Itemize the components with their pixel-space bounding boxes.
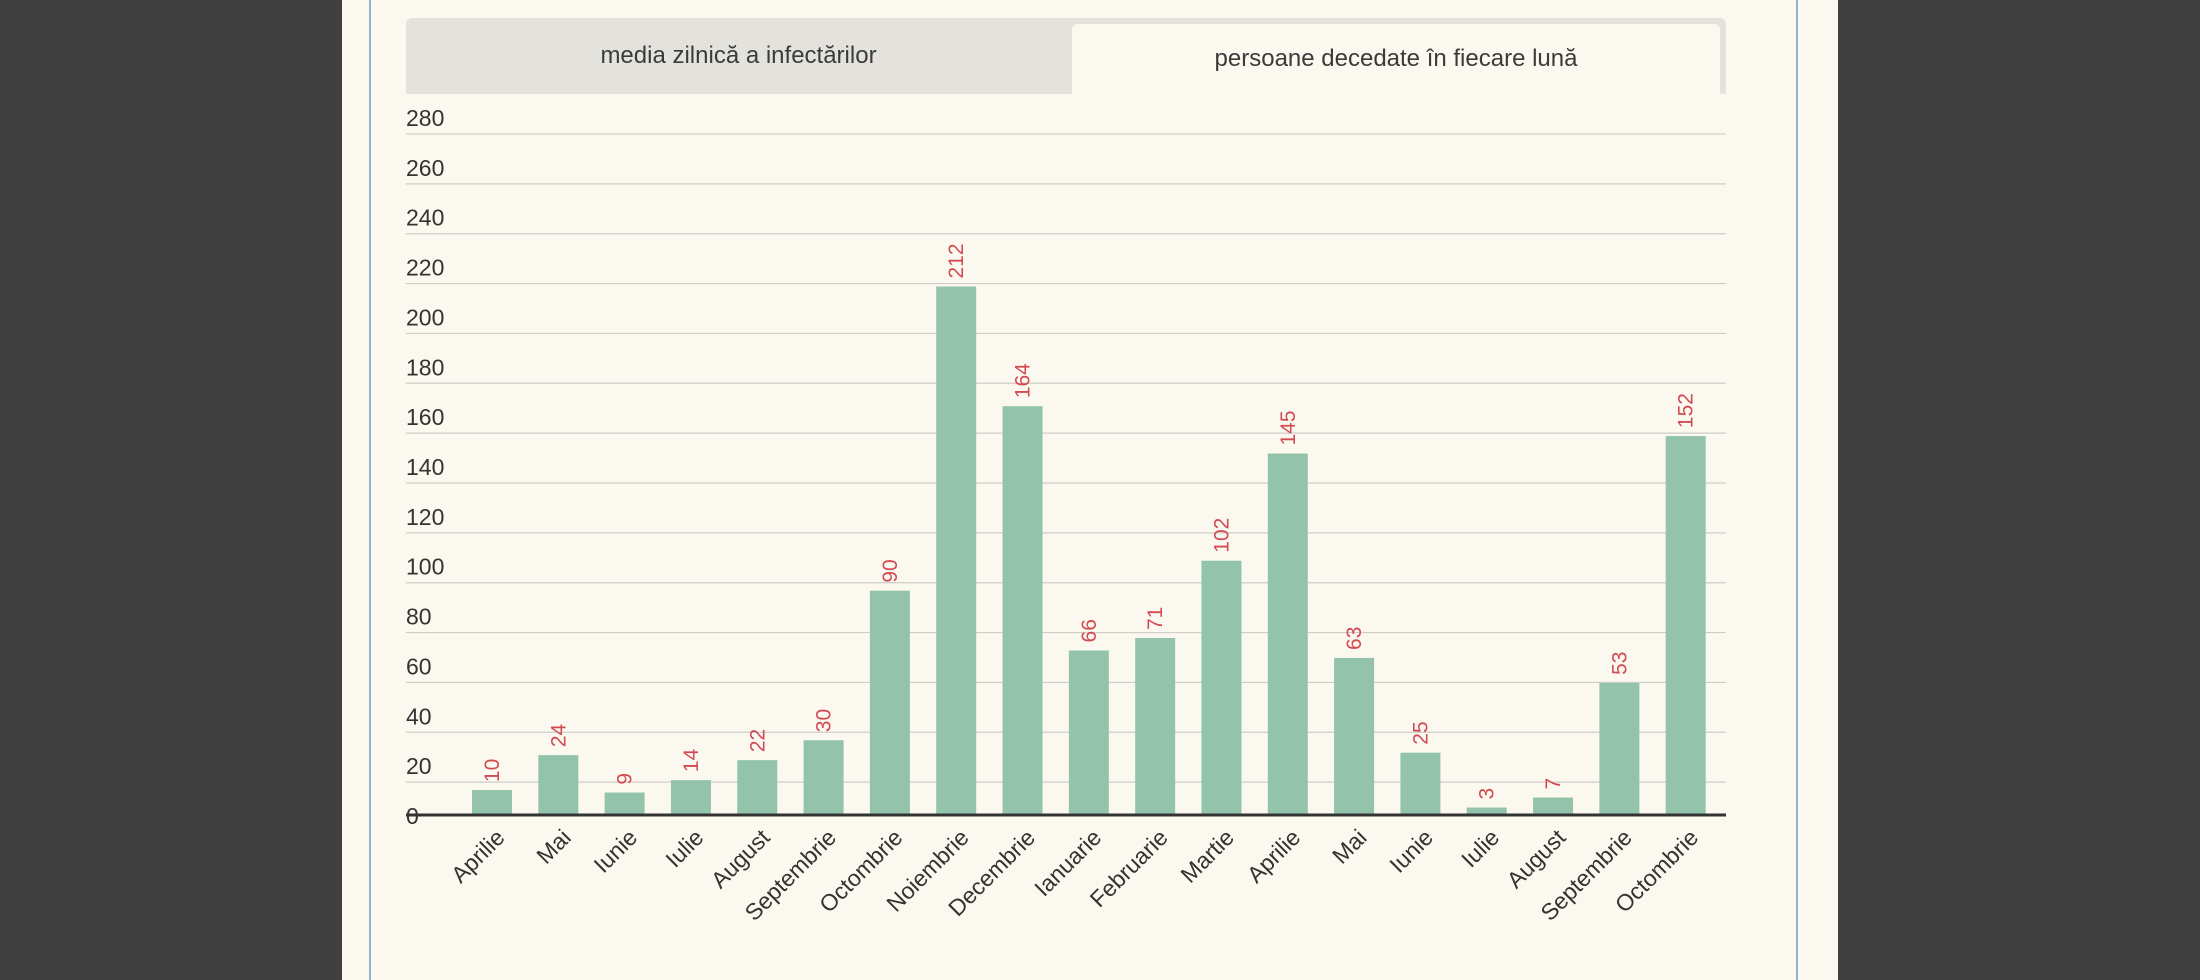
tab-monthly-deaths[interactable]: persoane decedate în fiecare lună xyxy=(1072,24,1720,94)
y-tick-label: 220 xyxy=(406,255,444,281)
page-background xyxy=(342,0,1838,980)
y-tick-label: 60 xyxy=(406,653,432,679)
y-tick-label: 280 xyxy=(406,105,444,131)
bar xyxy=(869,590,910,815)
y-tick-label: 80 xyxy=(406,604,432,630)
x-tick-label: Aprilie xyxy=(1242,824,1306,888)
x-tick-label: Mai xyxy=(1327,824,1372,869)
bar xyxy=(1665,436,1706,815)
data-label: 10 xyxy=(481,759,504,782)
y-tick-label: 20 xyxy=(406,753,432,779)
y-tick-label: 260 xyxy=(406,155,444,181)
bar xyxy=(1002,406,1043,815)
bars xyxy=(472,286,1706,815)
bar xyxy=(1334,657,1375,815)
x-tick-label: Iunie xyxy=(1384,824,1438,878)
bar xyxy=(803,740,844,815)
data-label: 145 xyxy=(1277,410,1300,445)
data-label: 24 xyxy=(547,723,570,747)
bar xyxy=(1201,560,1242,815)
tab-monthly-deaths-label: persoane decedate în fiecare lună xyxy=(1214,45,1578,72)
y-axis-ticks: 020406080100120140160180200220240260280 xyxy=(406,105,444,829)
y-tick-label: 160 xyxy=(406,404,444,430)
data-label: 90 xyxy=(879,559,902,582)
data-label: 9 xyxy=(614,773,637,785)
bar xyxy=(1599,682,1640,815)
x-tick-label: Iulie xyxy=(1456,824,1504,872)
data-label: 71 xyxy=(1144,607,1167,630)
data-label: 63 xyxy=(1343,627,1366,650)
bar xyxy=(1267,453,1308,815)
data-label: 30 xyxy=(813,709,836,732)
data-label: 53 xyxy=(1608,652,1631,675)
x-tick-label: Iunie xyxy=(589,824,643,878)
tab-bar: media zilnică a infectărilor persoane de… xyxy=(406,18,1726,94)
y-tick-label: 140 xyxy=(406,454,444,480)
grid-lines xyxy=(406,133,1726,783)
x-axis-labels: Aprilie Mai Iunie IulieAugustSeptembrieOcto… xyxy=(446,824,1703,926)
bar xyxy=(1466,807,1507,815)
y-tick-label: 120 xyxy=(406,504,444,530)
x-tick-label: Martie xyxy=(1175,824,1239,888)
bar xyxy=(936,286,977,815)
bar xyxy=(1135,638,1176,815)
data-labels: 10 24 9 14 22 30 90 212 164 66 71 102 145 63 25 3 7 53 152 xyxy=(481,243,1698,799)
bar xyxy=(1068,650,1109,815)
y-tick-label: 240 xyxy=(406,205,444,231)
data-label: 66 xyxy=(1078,619,1101,642)
data-label: 3 xyxy=(1476,788,1499,800)
data-label: 14 xyxy=(680,748,703,772)
data-label: 7 xyxy=(1542,778,1565,790)
bar xyxy=(472,790,512,815)
data-label: 25 xyxy=(1409,721,1432,744)
y-tick-label: 40 xyxy=(406,703,432,729)
x-tick-label: Mai xyxy=(531,824,576,869)
data-label: 102 xyxy=(1210,518,1233,553)
y-tick-label: 100 xyxy=(406,554,444,580)
bar xyxy=(1400,752,1441,815)
data-label: 164 xyxy=(1012,363,1035,398)
tab-daily-infections[interactable]: media zilnică a infectărilor xyxy=(406,18,1071,94)
chart-card xyxy=(369,0,1798,980)
y-tick-label: 180 xyxy=(406,354,444,380)
y-tick-label: 200 xyxy=(406,304,444,330)
bar xyxy=(670,780,711,815)
x-tick-label: Aprilie xyxy=(446,824,510,888)
x-tick-label: Iulie xyxy=(660,824,708,872)
bar xyxy=(737,760,778,815)
bar xyxy=(604,792,645,815)
data-label: 22 xyxy=(746,729,769,752)
data-label: 212 xyxy=(945,243,968,278)
tab-daily-infections-label: media zilnică a infectărilor xyxy=(600,42,877,69)
data-label: 152 xyxy=(1675,393,1698,428)
bar xyxy=(1533,797,1574,815)
bar xyxy=(538,755,579,815)
